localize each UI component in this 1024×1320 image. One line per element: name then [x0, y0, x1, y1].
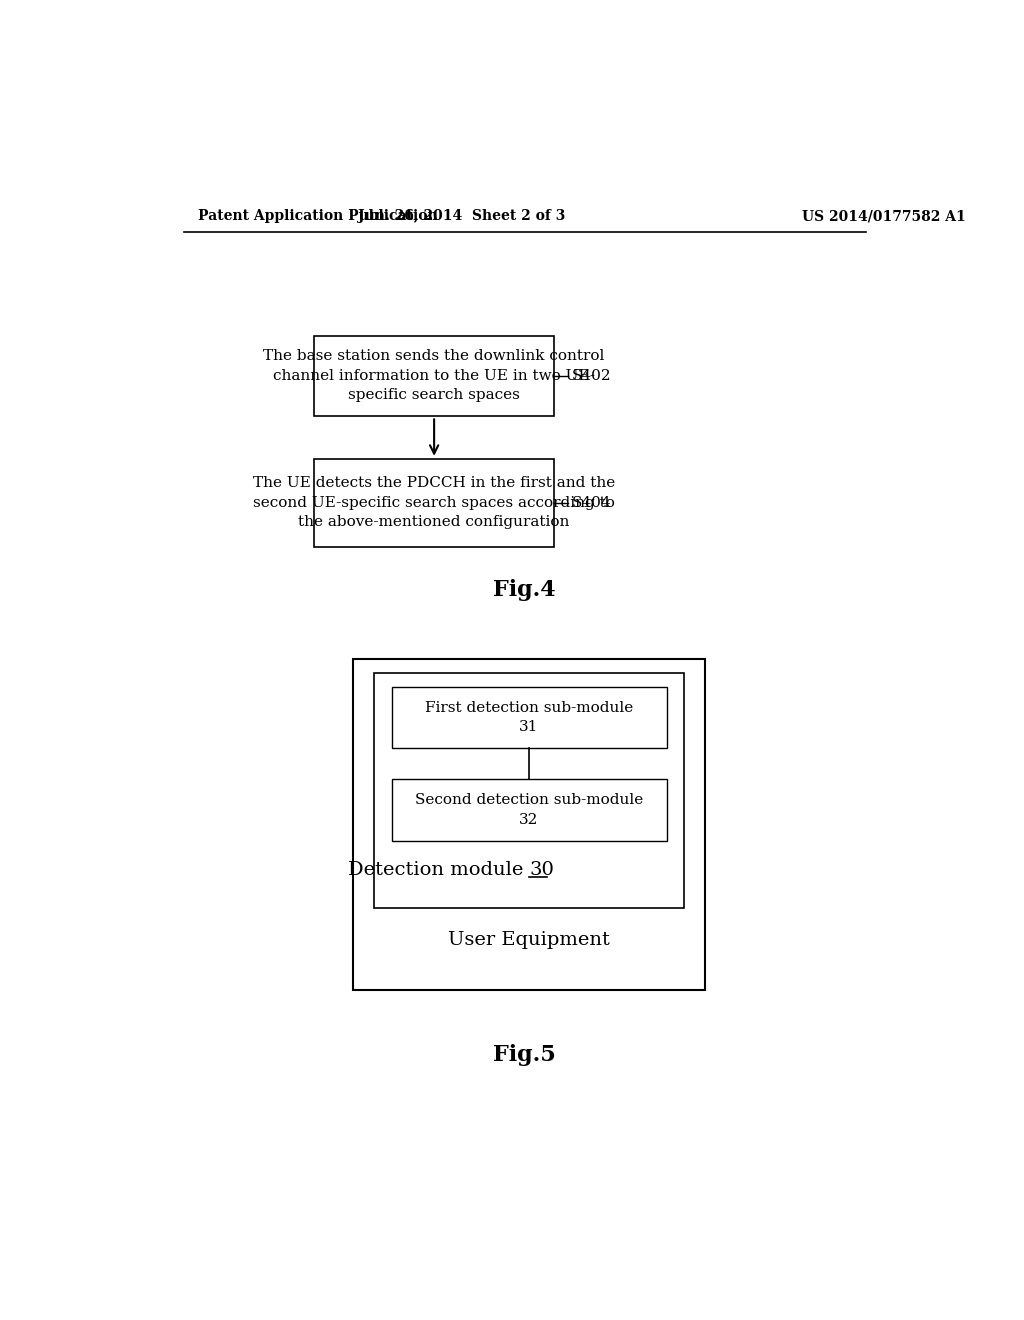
Text: Detection module: Detection module [348, 861, 529, 879]
FancyBboxPatch shape [391, 779, 667, 841]
Text: 30: 30 [529, 861, 554, 879]
Text: S402: S402 [571, 368, 611, 383]
FancyBboxPatch shape [391, 686, 667, 748]
Text: The UE detects the PDCCH in the first and the
second UE-specific search spaces a: The UE detects the PDCCH in the first an… [253, 477, 615, 529]
Text: S404: S404 [571, 496, 611, 510]
Text: First detection sub-module
31: First detection sub-module 31 [425, 701, 633, 734]
FancyBboxPatch shape [314, 459, 554, 548]
Text: Jun. 26, 2014  Sheet 2 of 3: Jun. 26, 2014 Sheet 2 of 3 [357, 209, 565, 223]
FancyBboxPatch shape [352, 659, 706, 990]
Text: US 2014/0177582 A1: US 2014/0177582 A1 [802, 209, 966, 223]
Text: Patent Application Publication: Patent Application Publication [198, 209, 437, 223]
Text: Second detection sub-module
32: Second detection sub-module 32 [415, 793, 643, 826]
FancyBboxPatch shape [314, 335, 554, 416]
Text: Fig.4: Fig.4 [494, 578, 556, 601]
Text: User Equipment: User Equipment [449, 931, 610, 949]
FancyBboxPatch shape [375, 673, 684, 908]
Text: The base station sends the downlink control
channel information to the UE in two: The base station sends the downlink cont… [263, 350, 605, 403]
Text: Fig.5: Fig.5 [494, 1044, 556, 1067]
